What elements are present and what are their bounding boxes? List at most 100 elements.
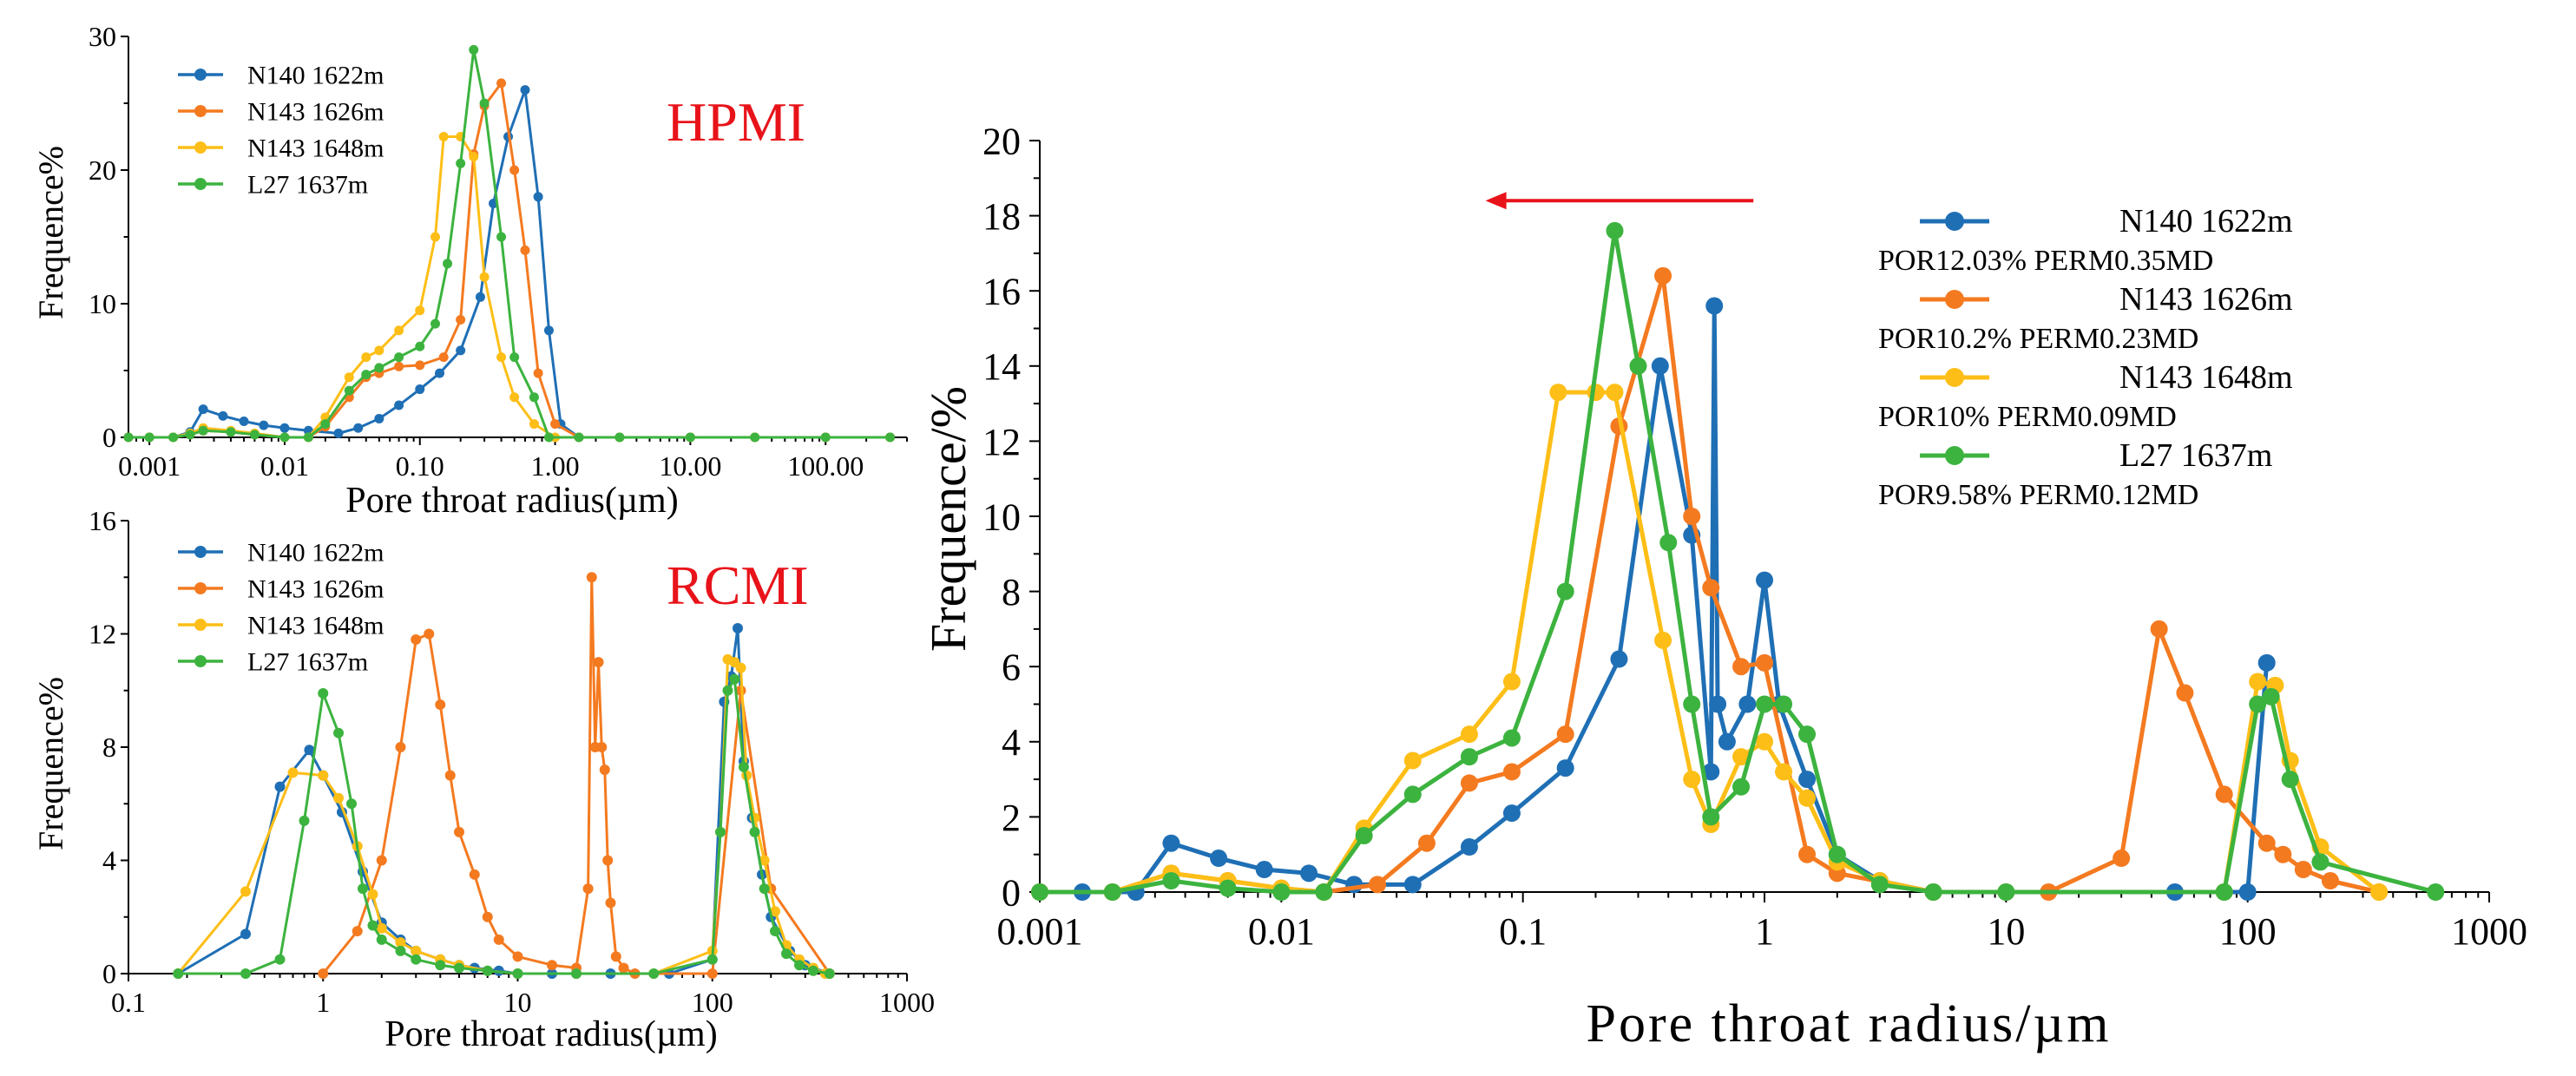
data-point [318, 770, 329, 781]
data-point [1315, 883, 1333, 901]
rcmi-series-l27-1637m [173, 673, 835, 979]
data-point [344, 385, 354, 396]
rcmi-y-tick-label: 8 [102, 732, 116, 763]
data-point [240, 968, 252, 979]
legend-swatch-marker [1945, 368, 1964, 387]
data-point [2321, 872, 2339, 890]
data-point [1654, 266, 1672, 285]
data-point [1403, 751, 1422, 770]
data-point [1502, 763, 1521, 781]
data-point [249, 430, 260, 440]
legend-label: N143 1648m [247, 134, 384, 163]
data-point [1718, 732, 1736, 751]
data-point [374, 345, 384, 356]
main-y-tick-label: 14 [982, 345, 1021, 388]
data-point [1798, 771, 1817, 789]
data-point [614, 432, 625, 443]
data-point [415, 360, 425, 371]
data-point [1756, 695, 1773, 713]
data-point [411, 954, 422, 965]
data-point [749, 826, 760, 837]
data-point [2113, 850, 2131, 868]
data-point [1732, 777, 1751, 796]
rcmi-y-tick-label: 16 [89, 505, 116, 536]
data-point [435, 960, 446, 971]
data-point [320, 419, 331, 430]
data-point [750, 432, 760, 443]
hpmi-y-tick-label: 30 [89, 21, 116, 52]
data-point [1031, 883, 1048, 901]
data-point [168, 432, 179, 443]
data-point [1210, 850, 1228, 868]
data-point [1556, 582, 1574, 600]
hpmi-x-tick-label: 1.00 [531, 450, 580, 482]
data-point [469, 869, 480, 880]
legend-item: N140 1622m POR12.03% PERM0.35MD [1878, 203, 2293, 277]
data-point [1709, 695, 1727, 713]
data-point [424, 628, 435, 640]
data-point [198, 425, 208, 436]
main-panel: Frequence/% Pore throat radius/µm 0 2 4 6 8 1… [920, 120, 2527, 1053]
data-point [2257, 653, 2276, 672]
data-point [240, 886, 252, 897]
data-point [596, 742, 608, 752]
data-point [2294, 861, 2312, 879]
hpmi-x-tick-label: 100.00 [787, 450, 864, 482]
data-point [333, 792, 345, 804]
data-point [1460, 838, 1478, 856]
data-point [715, 826, 726, 837]
data-point [1924, 883, 1942, 901]
hpmi-x-axis-label: Pore throat radius(µm) [345, 481, 678, 521]
data-point [1798, 845, 1817, 863]
data-point [430, 318, 441, 329]
data-point [333, 428, 344, 438]
data-point [1798, 725, 1817, 744]
data-point [759, 883, 770, 895]
data-point [185, 430, 195, 440]
data-point [648, 968, 660, 979]
data-point [1702, 808, 1720, 826]
data-point [239, 417, 249, 427]
data-point [374, 363, 384, 373]
data-point [1732, 748, 1751, 766]
data-point [529, 392, 539, 403]
series-line [128, 135, 890, 439]
data-point [358, 883, 369, 895]
data-point [1369, 876, 1387, 894]
legend-label: N143 1648m [2119, 359, 2293, 396]
data-point [395, 937, 406, 948]
data-point [430, 232, 441, 242]
hpmi-y-tick-label: 10 [89, 288, 116, 319]
data-point [376, 934, 387, 945]
data-point [2370, 883, 2389, 901]
main-y-tick-label: 6 [1002, 646, 1021, 689]
data-point [1870, 876, 1889, 894]
data-point [509, 392, 520, 403]
data-point [318, 688, 329, 699]
main-y-tick-label: 8 [1002, 571, 1021, 613]
data-point [287, 767, 299, 778]
main-y-tick-label: 10 [982, 495, 1021, 538]
data-point [732, 622, 743, 633]
data-point [574, 432, 584, 443]
data-point [2249, 695, 2267, 713]
main-y-axis-label: Frequence/% [920, 386, 976, 652]
rcmi-y-tick-label: 4 [102, 845, 116, 876]
legend-label: N140 1622m [247, 539, 384, 568]
data-point [735, 662, 746, 673]
rcmi-x-tick-label: 100 [692, 987, 733, 1018]
legend-swatch-marker [194, 141, 207, 154]
rcmi-y-tick-label: 0 [102, 958, 116, 989]
data-point [395, 742, 406, 752]
data-point [1502, 729, 1521, 747]
data-point [1162, 834, 1180, 852]
data-point [1756, 732, 1773, 751]
data-point [1775, 695, 1793, 713]
data-point [198, 404, 208, 415]
legend-swatch-marker [1945, 446, 1964, 465]
hpmi-series-n143-1648m [123, 132, 896, 443]
main-y-tick-label: 0 [1002, 871, 1021, 914]
main-series-l27-1637m [1031, 221, 2445, 901]
data-point [1654, 631, 1672, 649]
